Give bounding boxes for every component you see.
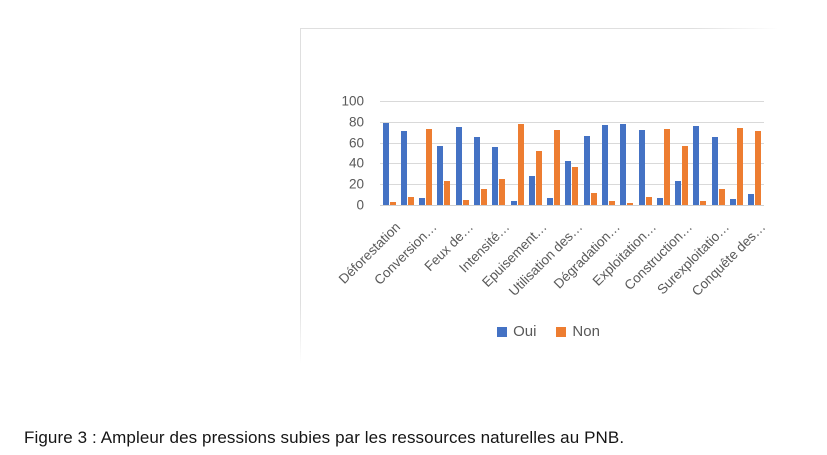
bar-group-14	[618, 101, 636, 205]
bar-oui-13	[602, 124, 609, 205]
bar-series-container	[380, 101, 764, 205]
bar-group-16	[654, 101, 672, 205]
bar-non-13	[609, 200, 616, 205]
gridline-80	[380, 121, 764, 123]
y-axis-tick-40: 40	[348, 155, 364, 171]
legend-item-non: Non	[556, 324, 600, 339]
bar-non-19	[718, 189, 725, 205]
plot-area: 0 20 40 60 80 100 Déforestation Conversion… Feu…	[336, 94, 769, 299]
bar-oui-3	[419, 197, 426, 205]
bar-oui-5	[455, 127, 462, 205]
chart-object[interactable]: 0 20 40 60 80 100 Déforestation Conversion… Feu…	[300, 28, 797, 365]
bar-group-13	[599, 101, 617, 205]
bar-non-12	[590, 192, 597, 205]
bar-non-6	[481, 189, 488, 205]
bar-group-19	[709, 101, 727, 205]
legend-swatch-oui	[497, 326, 508, 337]
bar-group-6	[471, 101, 489, 205]
bar-non-2	[407, 196, 414, 205]
bar-oui-9	[528, 175, 535, 205]
bar-group-3	[417, 101, 435, 205]
bar-non-15	[645, 196, 652, 205]
bar-group-15	[636, 101, 654, 205]
bar-non-9	[535, 150, 542, 205]
bar-group-10	[545, 101, 563, 205]
bar-non-16	[663, 129, 670, 205]
bar-non-14	[627, 202, 634, 205]
bar-oui-15	[638, 130, 645, 205]
gridline-20	[380, 184, 764, 186]
bar-group-18	[691, 101, 709, 205]
bar-oui-14	[620, 123, 627, 205]
bar-oui-6	[474, 137, 481, 205]
bar-group-11	[563, 101, 581, 205]
bar-group-9	[526, 101, 544, 205]
bar-oui-19	[711, 137, 718, 205]
chart-frame-border-top	[300, 28, 779, 29]
bar-oui-1	[382, 122, 389, 205]
bar-non-11	[572, 166, 579, 205]
bar-non-20	[736, 128, 743, 205]
bar-group-4	[435, 101, 453, 205]
gridline-60	[380, 142, 764, 144]
bar-non-8	[517, 123, 524, 205]
bar-group-20	[727, 101, 745, 205]
bar-group-5	[453, 101, 471, 205]
figure-caption: Figure 3 : Ampleur des pressions subies …	[24, 428, 625, 447]
bar-non-21	[755, 131, 762, 205]
gridline-100	[380, 101, 764, 102]
bar-oui-4	[437, 145, 444, 205]
bar-oui-10	[547, 197, 554, 205]
bar-oui-12	[583, 136, 590, 205]
bar-non-4	[444, 181, 451, 205]
bar-non-7	[499, 179, 506, 205]
bar-oui-7	[492, 146, 499, 205]
bar-group-2	[398, 101, 416, 205]
legend-label-oui: Oui	[513, 323, 537, 340]
bar-group-1	[380, 101, 398, 205]
y-axis-tick-100: 100	[341, 93, 364, 109]
bar-non-10	[554, 130, 561, 205]
gridline-40	[380, 163, 764, 165]
bar-group-8	[508, 101, 526, 205]
chart-legend: Oui Non	[300, 324, 797, 339]
y-axis-tick-80: 80	[348, 114, 364, 130]
bar-group-7	[490, 101, 508, 205]
legend-label-non: Non	[572, 323, 600, 340]
bar-group-12	[581, 101, 599, 205]
bar-oui-11	[565, 161, 572, 205]
bar-non-1	[389, 201, 396, 205]
legend-item-oui: Oui	[497, 324, 536, 339]
bar-non-3	[426, 129, 433, 205]
bar-oui-16	[656, 197, 663, 205]
bar-oui-8	[510, 200, 517, 205]
bar-oui-21	[748, 193, 755, 205]
bar-oui-18	[693, 125, 700, 205]
chart-frame-border-left	[300, 28, 301, 364]
legend-swatch-non	[556, 326, 567, 337]
bar-non-5	[462, 199, 469, 205]
y-axis-tick-60: 60	[348, 134, 364, 150]
bar-oui-17	[675, 181, 682, 205]
bar-oui-2	[400, 131, 407, 205]
y-axis-tick-0: 0	[356, 197, 364, 213]
y-axis-tick-20: 20	[348, 176, 364, 192]
bar-group-21	[746, 101, 764, 205]
bar-non-18	[700, 200, 707, 205]
bar-non-17	[682, 145, 689, 205]
bar-oui-20	[729, 198, 736, 205]
bar-group-17	[673, 101, 691, 205]
